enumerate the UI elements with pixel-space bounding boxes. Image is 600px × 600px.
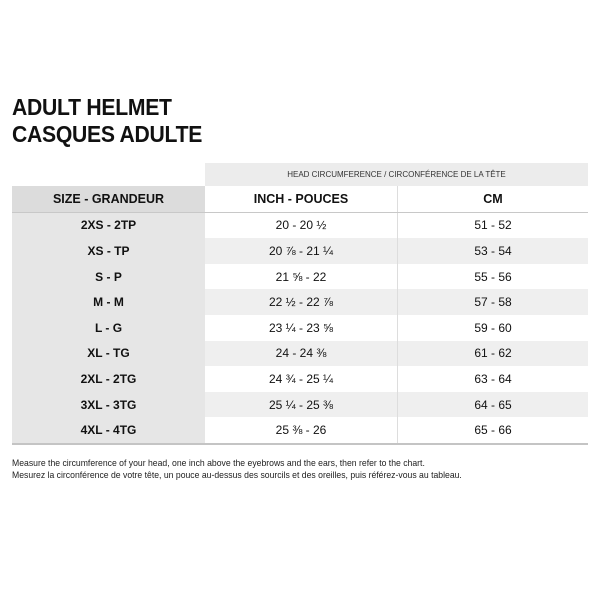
column-header-size: SIZE - GRANDEUR xyxy=(12,186,205,213)
cell-size: XL - TG xyxy=(12,340,205,367)
cell-size: 4XL - 4TG xyxy=(12,417,205,445)
table-row: 3XL - 3TG 25 ¼ - 25 ⅜ 64 - 65 xyxy=(12,391,588,418)
cell-cm: 55 - 56 xyxy=(474,269,512,284)
note-french: Mesurez la circonférence de votre tête, … xyxy=(12,470,462,480)
cell-inch: 21 ⅝ - 22 xyxy=(205,263,398,290)
cell-size: S - P xyxy=(12,263,205,290)
cell-size: L - G xyxy=(12,314,205,341)
cell-inch: 24 - 24 ⅜ xyxy=(205,340,398,367)
cell-size: XS - TP xyxy=(12,238,205,264)
cell-cm: 65 - 66 xyxy=(397,417,588,445)
table-row: 2XS - 2TP 20 - 20 ½ 51 - 52 xyxy=(12,212,588,239)
note-english: Measure the circumference of your head, … xyxy=(12,458,425,468)
column-header-row: SIZE - GRANDEUR INCH - POUCES CM xyxy=(12,186,588,213)
cell-cm: 61 - 62 xyxy=(397,340,588,367)
cell-cm: 59 - 60 xyxy=(474,320,512,335)
column-header-cm: CM xyxy=(397,186,588,213)
cell-size: M - M xyxy=(12,289,205,315)
cell-cm: 53 - 54 xyxy=(397,238,588,264)
cell-cm: 57 - 58 xyxy=(397,289,588,315)
cell-inch: 23 ¼ - 23 ⅝ xyxy=(205,314,398,341)
cell-size: 2XS - 2TP xyxy=(12,212,205,239)
cell-inch: 20 ⅞ - 21 ¼ xyxy=(205,238,398,264)
table-row: XS - TP 20 ⅞ - 21 ¼ 53 - 54 xyxy=(12,238,588,264)
table-row: 2XL - 2TG 24 ¾ - 25 ¼ 63 - 64 xyxy=(12,366,588,392)
table-row: 4XL - 4TG 25 ⅜ - 26 65 - 66 xyxy=(12,417,588,445)
cell-cm: 64 - 65 xyxy=(397,391,588,418)
cell-inch: 24 ¾ - 25 ¼ xyxy=(205,366,398,392)
page-title: ADULT HELMET CASQUES ADULTE xyxy=(12,94,202,148)
cell-size: 3XL - 3TG xyxy=(12,391,205,418)
column-header-inch: INCH - POUCES xyxy=(205,186,398,213)
table-row: L - G 23 ¼ - 23 ⅝ 59 - 60 xyxy=(12,314,588,341)
title-french: CASQUES ADULTE xyxy=(12,121,203,147)
cell-inch: 22 ½ - 22 ⅞ xyxy=(205,289,398,315)
cell-size: 2XL - 2TG xyxy=(12,366,205,392)
cell-inch: 20 - 20 ½ xyxy=(205,212,398,239)
table-row: M - M 22 ½ - 22 ⅞ 57 - 58 xyxy=(12,289,588,315)
cell-inch: 25 ⅜ - 26 xyxy=(205,417,398,445)
table-row: S - P 21 ⅝ - 22 55 - 56 xyxy=(12,263,588,290)
measurement-instructions: Measure the circumference of your head, … xyxy=(12,457,462,481)
cell-inch: 25 ¼ - 25 ⅜ xyxy=(205,391,398,418)
table-row: XL - TG 24 - 24 ⅜ 61 - 62 xyxy=(12,340,588,367)
head-circumference-header: HEAD CIRCUMFERENCE / CIRCONFÉRENCE DE LA… xyxy=(205,163,588,187)
size-chart-table: SIZE - GRANDEUR INCH - POUCES CM 2XS - 2… xyxy=(12,186,588,445)
cell-cm: 63 - 64 xyxy=(474,371,512,386)
title-english: ADULT HELMET xyxy=(12,94,172,120)
cell-cm: 51 - 52 xyxy=(474,218,512,233)
